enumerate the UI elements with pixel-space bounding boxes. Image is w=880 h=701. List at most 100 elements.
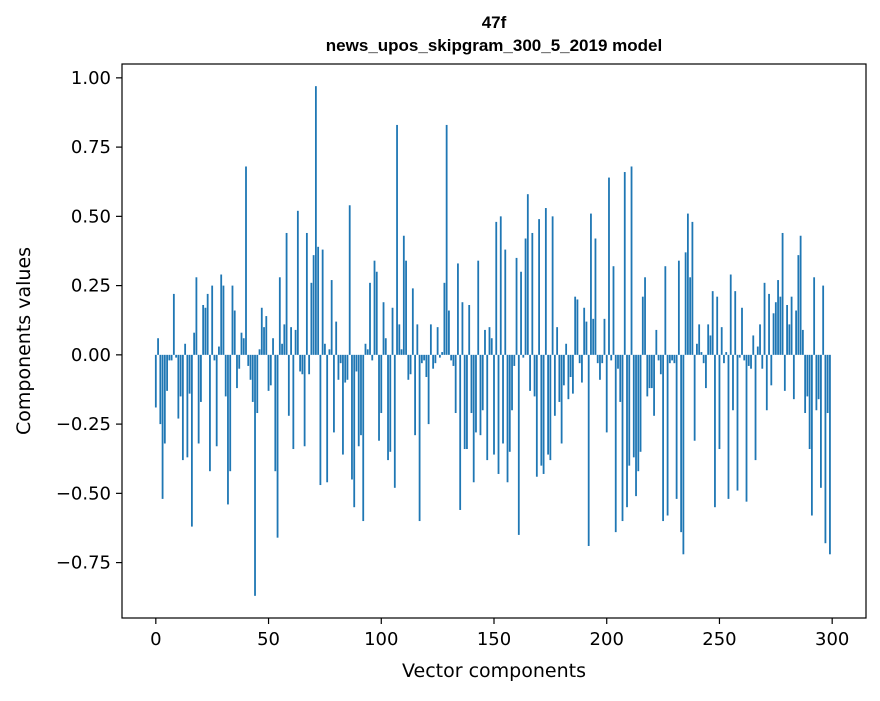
bar-component-217: [644, 277, 646, 355]
bar-component-298: [826, 354, 829, 414]
bar-component-159: [513, 354, 516, 366]
bar-component-133: [454, 354, 457, 414]
x-axis-ticks: 0 50 100 150 200 250 300: [150, 618, 849, 650]
bar-component-177: [553, 354, 556, 416]
bar-component-102: [384, 338, 387, 355]
bar-component-103: [387, 354, 389, 461]
bar-component-27: [215, 354, 218, 447]
bar-component-206: [619, 354, 622, 402]
bar-component-35: [233, 310, 236, 355]
bar-component-257: [734, 291, 737, 355]
bar-component-127: [441, 352, 444, 355]
bar-component-83: [342, 354, 344, 455]
bar-component-46: [258, 349, 261, 355]
bar-component-137: [463, 354, 466, 450]
bar-component-272: [768, 293, 770, 355]
bar-component-110: [402, 235, 405, 355]
bar-component-106: [393, 354, 396, 488]
bar-component-118: [420, 354, 423, 364]
bar-component-99: [378, 354, 380, 441]
bar-component-52: [272, 338, 274, 355]
bar-component-259: [738, 354, 741, 358]
bar-component-163: [522, 354, 525, 358]
bar-component-247: [711, 291, 714, 355]
plot-frame: [121, 63, 867, 619]
bar-component-261: [743, 354, 746, 361]
bar-component-155: [504, 249, 507, 355]
bar-component-267: [756, 346, 759, 355]
bar-component-123: [432, 354, 435, 369]
bar-component-297: [824, 354, 827, 544]
bar-component-147: [486, 354, 489, 461]
bar-component-192: [587, 354, 590, 546]
bar-component-2: [159, 354, 162, 425]
bar-component-128: [443, 282, 446, 355]
bar-component-67: [305, 232, 308, 355]
bar-component-254: [727, 354, 730, 499]
bar-component-236: [686, 213, 689, 355]
y-tick-label-1: 0.75: [71, 137, 111, 158]
chart-subtitle: news_upos_skipgram_300_5_2019 model: [326, 36, 662, 55]
bar-component-79: [333, 354, 335, 433]
bar-component-16: [190, 354, 193, 527]
bar-component-0: [154, 354, 157, 408]
bar-component-54: [276, 354, 279, 538]
bar-component-283: [792, 354, 795, 400]
bar-component-213: [635, 354, 637, 497]
bar-component-266: [754, 354, 757, 461]
bar-component-143: [477, 260, 480, 355]
bar-component-132: [452, 354, 455, 366]
bar-component-57: [283, 324, 286, 355]
bar-component-238: [691, 221, 694, 355]
bar-component-142: [475, 354, 477, 433]
bar-component-193: [590, 213, 592, 355]
bar-component-256: [732, 354, 734, 411]
bar-component-62: [294, 329, 297, 355]
bar-component-271: [765, 354, 768, 411]
bar-component-53: [274, 354, 277, 472]
bar-component-241: [698, 324, 701, 355]
bar-component-121: [427, 354, 430, 425]
bar-component-203: [612, 266, 615, 355]
bar-component-202: [610, 354, 613, 361]
bar-component-181: [562, 354, 565, 386]
bar-component-50: [267, 354, 270, 391]
bar-component-269: [761, 354, 764, 369]
bar-component-282: [790, 296, 793, 355]
bar-component-3: [161, 354, 164, 499]
bar-component-200: [605, 354, 608, 433]
bar-component-149: [490, 338, 493, 355]
bar-component-71: [314, 86, 317, 355]
bar-component-187: [576, 299, 579, 355]
bar-component-161: [517, 354, 520, 535]
bar-component-228: [668, 354, 671, 364]
bar-component-114: [411, 288, 414, 355]
bar-component-85: [346, 354, 349, 380]
bar-component-21: [202, 304, 205, 355]
bar-component-115: [414, 354, 416, 436]
bar-component-11: [179, 354, 182, 397]
bar-component-90: [357, 354, 360, 447]
y-axis-label: Components values: [13, 247, 35, 435]
bar-component-196: [596, 354, 599, 364]
bar-component-287: [801, 329, 804, 355]
bar-component-215: [639, 354, 642, 452]
bar-component-47: [260, 307, 263, 355]
bar-component-184: [569, 354, 572, 378]
bar-component-92: [362, 354, 365, 522]
bar-component-140: [470, 354, 473, 414]
bar-component-175: [549, 354, 552, 461]
bar-component-78: [330, 280, 333, 355]
bar-component-68: [308, 354, 311, 375]
bar-component-38: [240, 332, 243, 355]
bar-component-231: [675, 354, 678, 499]
bar-component-277: [779, 296, 782, 355]
bar-component-226: [664, 266, 667, 355]
bar-component-279: [783, 354, 786, 391]
bar-component-253: [725, 352, 728, 355]
y-tick-label-5: −0.25: [56, 414, 111, 435]
bar-component-87: [351, 354, 353, 480]
bar-component-25: [211, 285, 214, 355]
bar-component-275: [774, 302, 777, 355]
bar-component-42: [249, 354, 252, 380]
